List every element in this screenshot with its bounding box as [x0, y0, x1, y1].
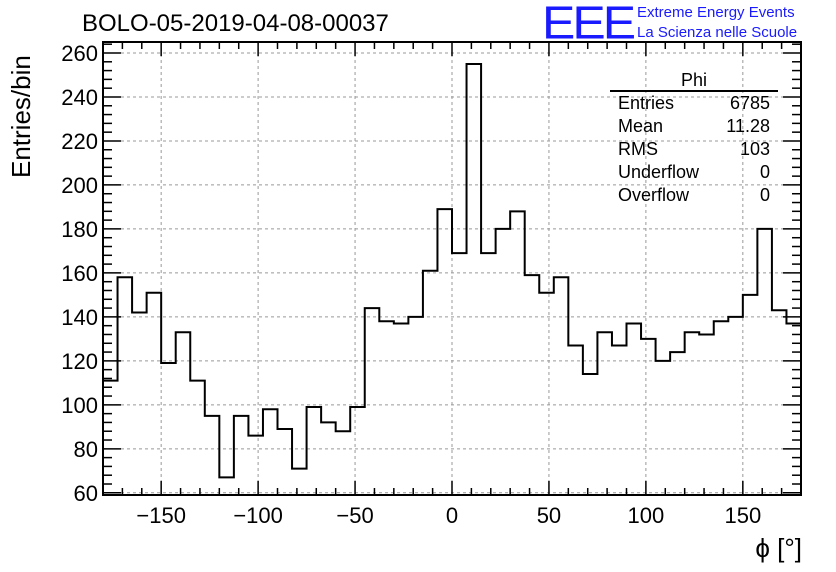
x-tick-label: 50: [537, 503, 561, 528]
brand-line-2: La Scienza nelle Scuole: [637, 24, 798, 41]
stats-row-rms: RMS 103: [610, 138, 778, 161]
y-tick-label: 200: [61, 173, 98, 198]
y-tick-label: 140: [61, 305, 98, 330]
stats-value: 11.28: [726, 116, 770, 136]
y-tick-label: 160: [61, 261, 98, 286]
y-axis-label: Entries/bin: [6, 55, 36, 178]
y-tick-label: 260: [61, 41, 98, 66]
eee-logo: EEE: [542, 0, 636, 49]
stats-row-overflow: Overflow 0: [610, 184, 778, 207]
y-tick-label: 180: [61, 217, 98, 242]
stats-label: Entries: [618, 93, 675, 113]
axis-ticks: [103, 42, 801, 495]
stats-box: Phi Entries 6785 Mean 11.28 RMS 103 Unde…: [610, 70, 778, 207]
stats-value: 6785: [729, 93, 770, 113]
y-tick-label: 80: [74, 437, 98, 462]
y-tick-label: 120: [61, 349, 98, 374]
x-tick-label: 150: [724, 503, 761, 528]
stats-label: Mean: [618, 116, 664, 136]
stats-label: RMS: [618, 139, 658, 159]
stats-value: 0: [759, 162, 770, 182]
stats-value: 0: [759, 185, 770, 205]
stats-value: 103: [739, 139, 770, 159]
histogram-series: [103, 62, 802, 479]
brand-line-1: Extreme Energy Events: [637, 4, 795, 21]
stats-label: Overflow: [618, 185, 690, 205]
y-tick-label: 220: [61, 129, 98, 154]
x-tick-label: 0: [446, 503, 458, 528]
chart-title: BOLO-05-2019-04-08-00037: [82, 10, 389, 37]
y-tick-labels: 60 80 100 120 140 160 180 200 220 240 260: [61, 41, 98, 506]
stats-row-entries: Entries 6785: [610, 92, 778, 115]
x-tick-label: −150: [136, 503, 186, 528]
stats-label: Underflow: [618, 162, 700, 182]
x-tick-label: −100: [233, 503, 283, 528]
stats-title: Phi: [610, 70, 778, 92]
x-axis-label: ϕ [°]: [755, 533, 802, 563]
y-tick-label: 240: [61, 85, 98, 110]
y-tick-label: 100: [61, 393, 98, 418]
x-tick-labels: −150 −100 −50 0 50 100 150: [136, 503, 761, 528]
stats-row-mean: Mean 11.28: [610, 115, 778, 138]
stats-row-underflow: Underflow 0: [610, 161, 778, 184]
x-tick-label: 100: [628, 503, 665, 528]
y-tick-label: 60: [74, 481, 98, 506]
x-tick-label: −50: [336, 503, 373, 528]
